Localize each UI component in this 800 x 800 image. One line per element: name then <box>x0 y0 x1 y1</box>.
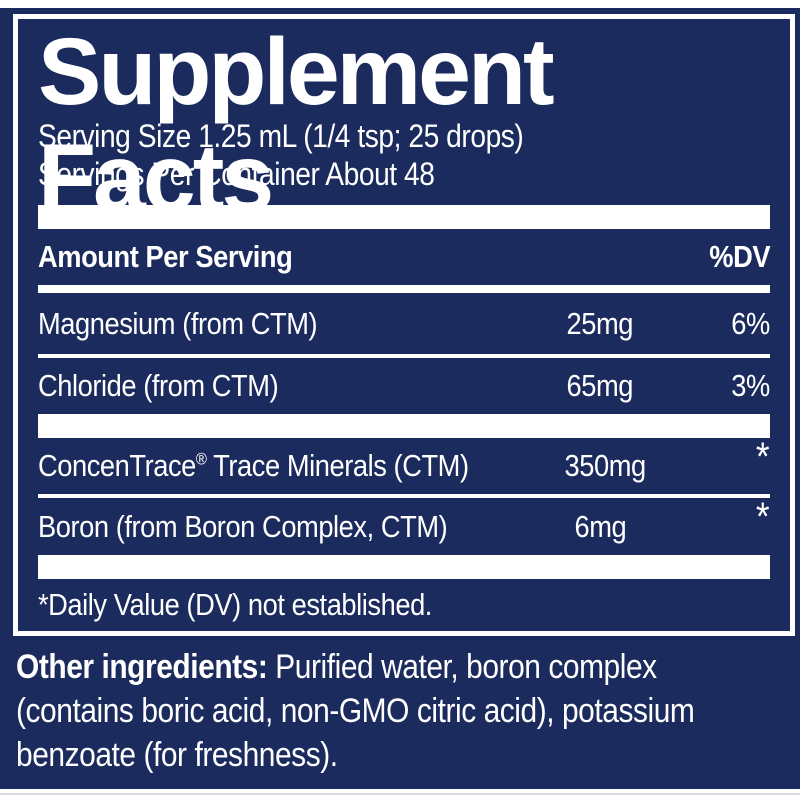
nutrient-row-chloride: Chloride (from CTM) 65mg 3% <box>38 358 770 414</box>
other-ingredients-line: benzoate (for freshness). <box>16 736 338 774</box>
nutrient-row-boron: Boron (from Boron Complex, CTM) 6mg * <box>38 495 770 555</box>
nutrient-name: Chloride (from CTM) <box>38 368 279 403</box>
nutrient-name: Boron (from Boron Complex, CTM) <box>38 508 448 544</box>
dv-value: 6% <box>731 305 770 341</box>
amount-per-serving-header: Amount Per Serving <box>38 239 293 274</box>
amount-value: 65mg <box>566 368 634 403</box>
amount-value: 350mg <box>564 448 646 483</box>
facts-box: Supplement Facts Serving Size 1.25 mL (1… <box>13 14 795 636</box>
top-margin-strip <box>0 0 800 8</box>
serving-size-line: Serving Size 1.25 mL (1/4 tsp; 25 drops) <box>38 117 524 154</box>
dv-value: * <box>756 434 770 479</box>
amount-value: 6mg <box>574 508 626 544</box>
amount-value: 25mg <box>566 305 634 341</box>
separator-bar-medium <box>38 285 770 293</box>
spacer <box>38 193 770 205</box>
nutrient-name: Magnesium (from CTM) <box>38 305 318 341</box>
separator-bar-thick <box>38 205 770 229</box>
separator-bar-thick <box>38 555 770 579</box>
nutrient-name: ConcenTrace® Trace Minerals (CTM) <box>38 448 469 483</box>
dv-footnote-row: *Daily Value (DV) not established. <box>38 579 770 631</box>
dv-header: %DV <box>709 239 770 274</box>
panel-title: Supplement Facts <box>38 19 770 231</box>
separator-bar-thick <box>38 414 770 438</box>
servings-per-container-line: Servings Per Container About 48 <box>38 155 435 192</box>
label-panel: Supplement Facts Serving Size 1.25 mL (1… <box>0 8 800 789</box>
other-ingredients-line: (contains boric acid, non-GMO citric aci… <box>16 692 695 730</box>
dv-value: 3% <box>731 368 770 403</box>
dv-value: * <box>756 495 770 539</box>
table-header-row: Amount Per Serving %DV <box>38 229 770 285</box>
dv-footnote: *Daily Value (DV) not established. <box>38 587 432 622</box>
nutrient-row-concentrace: ConcenTrace® Trace Minerals (CTM) 350mg … <box>38 434 770 494</box>
nutrient-row-magnesium: Magnesium (from CTM) 25mg 6% <box>38 293 770 354</box>
other-ingredients-line: Other ingredients: Purified water, boron… <box>16 645 796 689</box>
other-ingredients-label: Other ingredients: <box>16 648 268 686</box>
separator-bar-thin <box>38 354 770 358</box>
bottom-edge-line <box>0 793 800 795</box>
other-ingredients: Other ingredients: Purified water, boron… <box>16 645 796 777</box>
other-ingredients-text: Purified water, boron complex <box>267 648 657 686</box>
separator-bar-thin <box>38 494 770 498</box>
